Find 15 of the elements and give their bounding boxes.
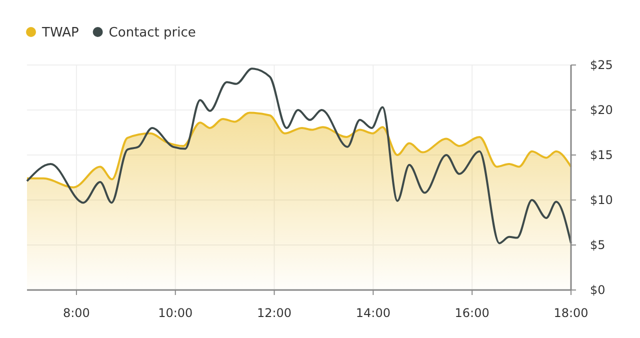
y-tick-label: $15 (590, 148, 613, 162)
legend-label: Contact price (108, 26, 196, 40)
y-tick-label: $25 (590, 58, 613, 72)
x-tick-label: 18:00 (554, 306, 588, 320)
legend-label: TWAP (41, 26, 79, 40)
x-tick-label: 8:00 (62, 306, 90, 320)
x-tick-label: 14:00 (356, 306, 390, 320)
y-tick-label: $0 (590, 283, 606, 297)
x-tick-label: 12:00 (256, 306, 292, 320)
y-tick-label: $20 (590, 103, 613, 117)
y-tick-label: $5 (590, 238, 606, 252)
y-tick-label: $10 (590, 193, 613, 207)
x-tick-label: 10:00 (158, 306, 193, 320)
x-tick-label: 16:00 (454, 306, 490, 320)
line-series (26, 68, 572, 244)
